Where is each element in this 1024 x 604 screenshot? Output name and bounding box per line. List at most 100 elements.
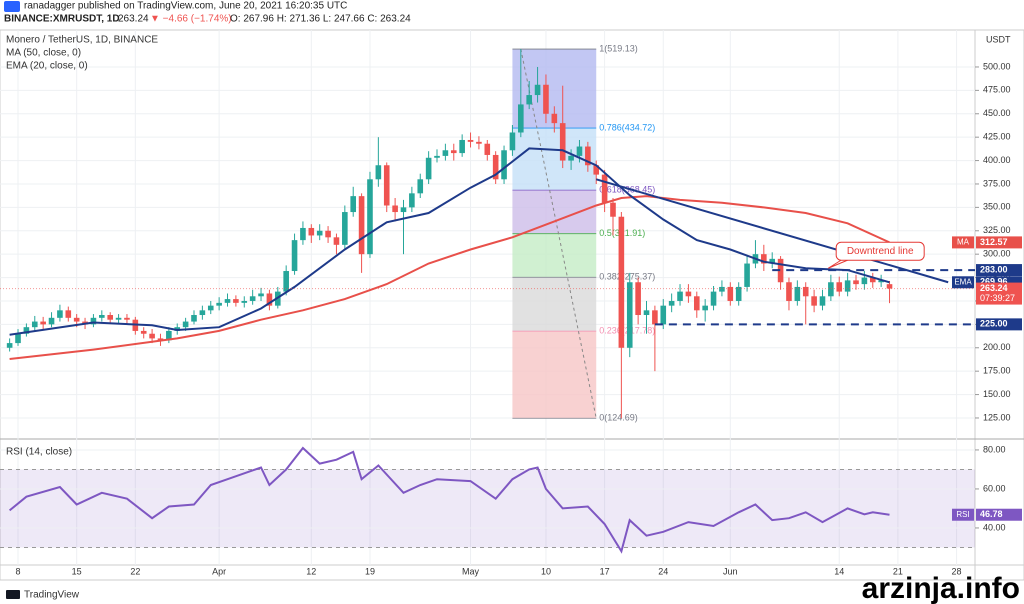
candle-body [115,317,122,320]
y-tick-label: 80.00 [983,444,1006,454]
candle-body [526,95,532,105]
change: ▼ −4.66 (−1.74%) [150,14,232,25]
candle-body [90,317,97,325]
candle-body [534,84,541,96]
symbol: BINANCE:XMRUSDT, 1D [4,14,120,25]
candle-body [308,227,315,236]
candle-body [6,343,13,348]
candle-body [861,277,868,285]
candle-body [300,227,306,241]
legend-entry: MA (50, close, 0) [6,48,81,59]
x-tick-label: 8 [16,566,21,576]
fib-zone [512,331,597,419]
candle-body [693,296,700,311]
y-tick-label: 425.00 [983,132,1011,142]
last-price-tag-sub: 07:39:27 [980,293,1015,303]
candle-body [786,282,792,301]
candle-body [258,293,264,297]
series-line [9,147,890,336]
price-tag-name-text: MA [957,238,970,247]
candle-body [182,321,189,328]
x-tick-label: 19 [365,566,375,576]
candle-body [878,280,884,283]
y-tick-label: 150.00 [983,389,1011,399]
candle-body [761,254,767,264]
candle-body [811,296,817,306]
candle-body [157,338,164,341]
fib-zone [512,190,597,234]
candle-body [149,333,155,339]
price-tag-text: 269.96 [980,277,1008,287]
candle-body [585,146,591,166]
candle-body [610,202,616,217]
candle-body [442,150,449,156]
x-tick-label: 22 [130,566,140,576]
candle-body [593,165,600,175]
y-tick-label: 450.00 [983,108,1011,118]
candle-body [626,282,633,348]
candle-body [400,207,407,213]
level-tag-text: 225.00 [980,319,1008,329]
x-tick-label: 24 [658,566,668,576]
candle-body [199,310,206,316]
x-tick-label: 28 [952,566,962,576]
price-tag-name [952,276,974,289]
candle-body [559,123,566,161]
candle-body [643,310,650,316]
candle-body [107,315,113,320]
candle-body [283,271,289,292]
fib-label: 1(519.13) [599,43,638,53]
candle-body [802,286,809,297]
level-tag-text: 283.00 [980,264,1008,274]
candle-body [99,315,105,318]
candle-body [836,282,843,292]
candle-body [31,321,38,328]
x-tick-label: 12 [306,566,316,576]
candle-body [819,296,826,306]
candle-body [769,258,776,264]
last-price-tag [976,282,1022,305]
candle-body [316,230,323,236]
callout-pointer [827,257,853,269]
x-tick-label: 17 [600,566,610,576]
candle-body [367,179,373,255]
frame [0,29,1024,581]
candle-body [233,299,239,303]
fib-zone [512,233,597,278]
candle-body [677,291,683,301]
x-tick-label: 21 [893,566,903,576]
tv-logo [6,590,20,599]
candle-body [828,282,834,297]
last-price-tag-text: 263.24 [980,283,1008,293]
candle-body [23,327,30,334]
y-tick-label: 175.00 [983,366,1011,376]
logo-text: TradingView [24,590,80,601]
rsi-band [0,469,975,548]
candle-body [57,310,63,318]
candle-body [166,330,172,341]
candle-body [342,212,348,245]
candle-body [744,263,750,287]
candle-body [392,205,398,213]
candle-body [618,216,625,348]
candle-body [350,196,357,213]
candle-body [853,280,859,285]
y-tick-label: 475.00 [983,85,1011,95]
candle-body [191,315,197,322]
callout [835,241,925,261]
candle-body [660,305,667,325]
y-tick-label: 200.00 [983,342,1011,352]
candle-body [735,286,742,301]
x-tick-label: 10 [541,566,551,576]
candle-body [207,305,214,311]
y-tick-label: 60.00 [983,483,1006,493]
candle-body [886,284,893,289]
candle-body [15,333,21,344]
candle-body [224,299,231,303]
candle-body [568,155,574,161]
candle-body [383,165,390,206]
publisher: ranadagger published on TradingView.com,… [24,1,347,12]
candle-body [459,139,465,154]
